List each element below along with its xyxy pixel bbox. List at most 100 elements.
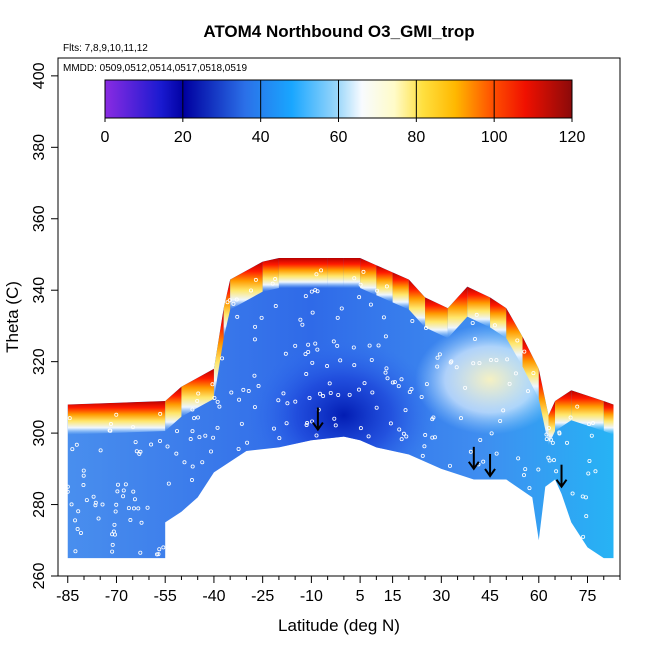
upper-band-segment	[278, 258, 328, 289]
observation-point	[527, 486, 532, 491]
observation-point	[310, 419, 315, 424]
observation-point	[331, 339, 336, 344]
observation-point	[357, 295, 362, 300]
observation-point	[327, 381, 332, 386]
x-tick-label: 45	[481, 588, 499, 605]
observation-point	[515, 338, 520, 343]
observation-point	[81, 483, 86, 488]
observation-point	[468, 449, 473, 454]
observation-point	[575, 404, 580, 409]
observation-point	[315, 347, 320, 352]
observation-point	[587, 458, 592, 463]
observation-point	[336, 392, 341, 397]
observation-point	[123, 482, 128, 487]
observation-point	[217, 404, 222, 409]
upper-band-segment	[262, 258, 279, 292]
observation-point	[477, 361, 482, 366]
observation-point	[489, 431, 494, 436]
flights-note: Flts: 7,8,9,10,11,12	[63, 43, 148, 54]
x-tick-label: 75	[579, 588, 597, 605]
observation-point	[392, 380, 397, 385]
observation-point	[145, 505, 150, 510]
x-tick-label: -85	[56, 588, 79, 605]
observation-point	[370, 390, 375, 395]
observation-point	[362, 381, 367, 386]
observation-point	[448, 360, 453, 365]
observation-point	[70, 447, 75, 452]
observation-point	[409, 387, 414, 392]
y-tick-label: 300	[31, 420, 48, 447]
observation-point	[252, 373, 257, 378]
observation-point	[306, 342, 311, 347]
y-tick-label: 360	[31, 205, 48, 232]
observation-point	[115, 482, 120, 487]
observation-point	[189, 478, 194, 483]
observation-point	[75, 527, 80, 532]
observation-point	[410, 319, 415, 324]
observation-point	[305, 421, 310, 426]
observation-point	[283, 351, 288, 356]
observation-point	[548, 437, 553, 442]
observation-point	[521, 473, 526, 478]
chart-title: ATOM4 Northbound O3_GMI_trop	[203, 22, 474, 41]
observation-point	[96, 516, 101, 521]
observation-point	[271, 426, 276, 431]
observation-point	[315, 289, 320, 294]
observation-point	[498, 418, 503, 423]
y-tick-label: 380	[31, 134, 48, 161]
observation-point	[384, 284, 389, 289]
x-tick-label: 30	[432, 588, 450, 605]
observation-point	[220, 356, 225, 361]
observation-point	[108, 422, 113, 427]
observation-point	[374, 405, 379, 410]
upper-band-segment	[571, 390, 604, 431]
observation-point	[239, 421, 244, 426]
observation-point	[587, 422, 592, 427]
observation-point	[358, 282, 363, 287]
observation-point	[197, 435, 202, 440]
upper-band-segment	[230, 261, 263, 310]
observation-point	[471, 361, 476, 366]
observation-point	[335, 343, 340, 348]
observation-point	[133, 440, 138, 445]
observation-point	[195, 415, 200, 420]
observation-point	[546, 426, 551, 431]
low-ozone-core	[248, 340, 439, 491]
y-tick-label: 260	[31, 563, 48, 590]
observation-point	[385, 376, 390, 381]
upper-band-segment	[343, 258, 361, 289]
observation-point	[361, 269, 366, 274]
plot-frame	[57, 57, 621, 577]
colorbar-tick-label: 0	[101, 129, 110, 146]
observation-points	[65, 268, 598, 557]
observation-point	[525, 389, 530, 394]
observation-point	[376, 343, 381, 348]
observation-point	[368, 302, 373, 307]
observation-point	[423, 326, 428, 331]
observation-point	[73, 518, 78, 523]
observation-point	[564, 440, 569, 445]
observation-point	[383, 334, 388, 339]
observation-point	[188, 437, 193, 442]
upper-band-segment	[392, 272, 409, 310]
observation-point	[100, 502, 105, 507]
observation-point	[557, 430, 562, 435]
observation-point	[472, 337, 477, 342]
observation-point	[339, 306, 344, 311]
observation-point	[454, 365, 459, 370]
observation-point	[136, 506, 141, 511]
upper-band-segment	[555, 390, 572, 431]
observation-point	[81, 473, 86, 478]
observation-point	[352, 363, 357, 368]
observation-point	[303, 294, 308, 299]
observation-point	[501, 408, 506, 413]
upper-band-segment	[181, 368, 214, 417]
observation-point	[161, 545, 166, 550]
observation-point	[93, 503, 98, 508]
observation-point	[93, 500, 98, 505]
observation-point	[65, 484, 70, 489]
observation-point	[156, 552, 161, 557]
observation-point	[211, 435, 216, 440]
observation-point	[332, 416, 337, 421]
observation-point	[235, 314, 240, 319]
